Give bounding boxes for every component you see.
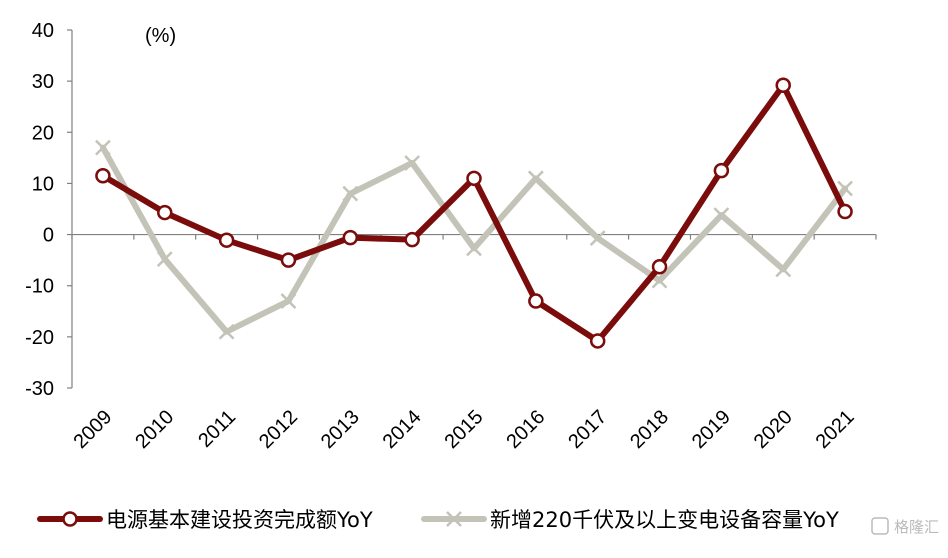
data-point [466,170,482,187]
legend-label: 新增220千伏及以上变电设备容量YoY [490,508,839,532]
x-tick-label: 2020 [750,406,797,453]
data-point [775,261,792,278]
data-point [157,204,173,221]
x-tick-label: 2017 [564,406,611,453]
watermark: 格隆汇 [871,517,939,536]
legend-label: 电源基本建设投资完成额YoY [106,508,373,532]
data-point [775,77,791,93]
data-point [280,252,297,268]
data-point [527,170,544,187]
x-tick-label: 2016 [502,406,549,453]
data-point [404,231,420,248]
watermark-text: 格隆汇 [894,518,939,536]
data-point [404,155,421,171]
y-tick-label: -30 [25,378,54,400]
y-unit-label: (%) [145,25,176,47]
data-point [589,230,606,247]
data-point [528,293,544,309]
x-tick-label: 2021 [812,406,859,453]
data-point [713,207,730,224]
legend-marker [446,511,462,527]
x-tick-label: 2009 [69,406,116,453]
x-tick-label: 2018 [626,406,673,453]
data-point [95,168,111,184]
data-point [837,203,853,220]
data-point [651,259,668,275]
y-tick-label: -20 [25,327,54,349]
data-point [589,333,606,349]
y-tick-label: -10 [25,276,54,298]
watermark-logo-icon [871,517,889,535]
data-point [218,323,235,340]
y-tick-label: 10 [32,173,54,195]
data-point [466,240,482,257]
x-tick-label: 2014 [379,406,426,453]
legend: 电源基本建设投资完成额YoY 新增220千伏及以上变电设备容量YoY [37,508,839,532]
data-point [342,185,359,202]
data-point [837,180,853,197]
data-point [95,139,111,156]
data-point [342,229,359,246]
data-point [280,293,297,309]
x-tick-label: 2012 [255,406,302,453]
series-layer [95,77,853,349]
y-tick-label: 20 [32,122,54,144]
x-tick-label: 2013 [317,406,364,453]
x-tick-label: 2015 [441,406,488,453]
series-line [99,82,849,344]
y-tick-label: 30 [32,71,54,93]
data-point [713,162,730,179]
legend-marker [62,511,78,527]
data-point [156,251,173,268]
x-tick-label: 2011 [194,406,240,452]
y-tick-label: 0 [43,225,54,247]
x-tick-label: 2010 [131,406,178,453]
x-tick-label: 2019 [688,406,735,453]
data-point [218,232,235,248]
y-tick-label: 40 [32,20,54,42]
